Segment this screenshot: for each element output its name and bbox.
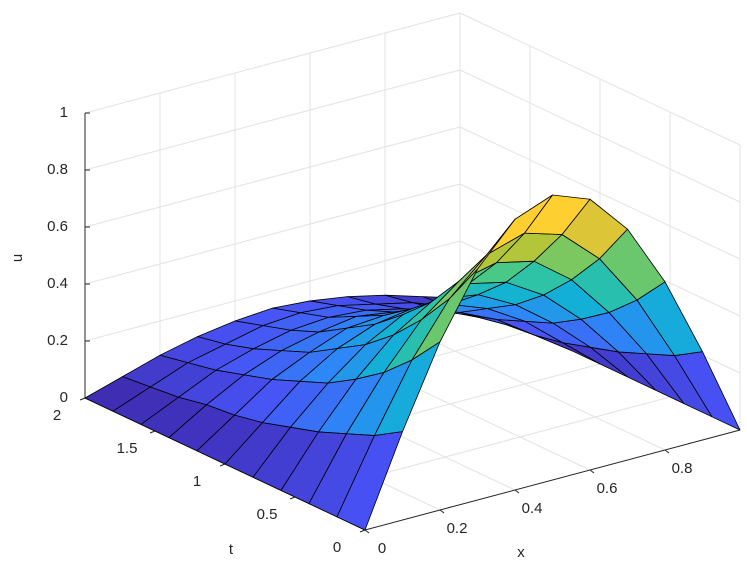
- u-axis-label: u: [9, 254, 26, 262]
- z-tick-label: 0.6: [47, 218, 68, 235]
- y-tick-label: 0.5: [257, 506, 278, 523]
- x-tick: [664, 449, 670, 454]
- grid-line: [459, 69, 741, 203]
- x-tick-label: 0: [378, 540, 386, 557]
- x-tick-label: 0.2: [447, 520, 468, 537]
- y-tick-label: 0: [333, 539, 341, 556]
- z-tick-label: 0: [60, 389, 68, 406]
- surface-layer: [84, 194, 741, 531]
- z-tick-label: 0.8: [47, 161, 68, 178]
- x-tick-label: 0.8: [672, 460, 693, 477]
- y-tick-label: 1: [193, 473, 201, 490]
- label-layer: x t u 00.20.40.60.800.511.5200.20.40.60.…: [9, 104, 692, 561]
- x-tick: [439, 509, 445, 514]
- x-tick-label: 0.6: [597, 480, 618, 497]
- surface-face: [336, 431, 403, 531]
- x-axis-line: [364, 429, 741, 531]
- grid-line: [84, 12, 461, 114]
- y-tick: [219, 463, 226, 467]
- x-tick: [514, 489, 520, 494]
- z-tick-label: 0.4: [47, 275, 68, 292]
- x-tick: [589, 469, 595, 474]
- grid-line: [84, 183, 461, 285]
- z-tick-label: 1: [60, 104, 68, 121]
- x-tick-label: 0.4: [522, 500, 543, 517]
- grid-line: [84, 69, 461, 171]
- y-tick: [79, 397, 86, 401]
- y-tick-label: 2: [53, 407, 61, 424]
- grid-line: [84, 126, 461, 228]
- grid-line: [459, 126, 741, 260]
- grid-line: [84, 240, 461, 342]
- y-tick: [359, 529, 366, 533]
- x-axis-label: x: [517, 544, 525, 561]
- z-tick-label: 0.2: [47, 332, 68, 349]
- y-tick-label: 1.5: [117, 440, 138, 457]
- t-axis-label: t: [229, 541, 234, 558]
- y-tick: [289, 496, 296, 500]
- grid-line: [459, 12, 741, 146]
- x-tick: [364, 529, 370, 534]
- y-tick: [149, 430, 156, 434]
